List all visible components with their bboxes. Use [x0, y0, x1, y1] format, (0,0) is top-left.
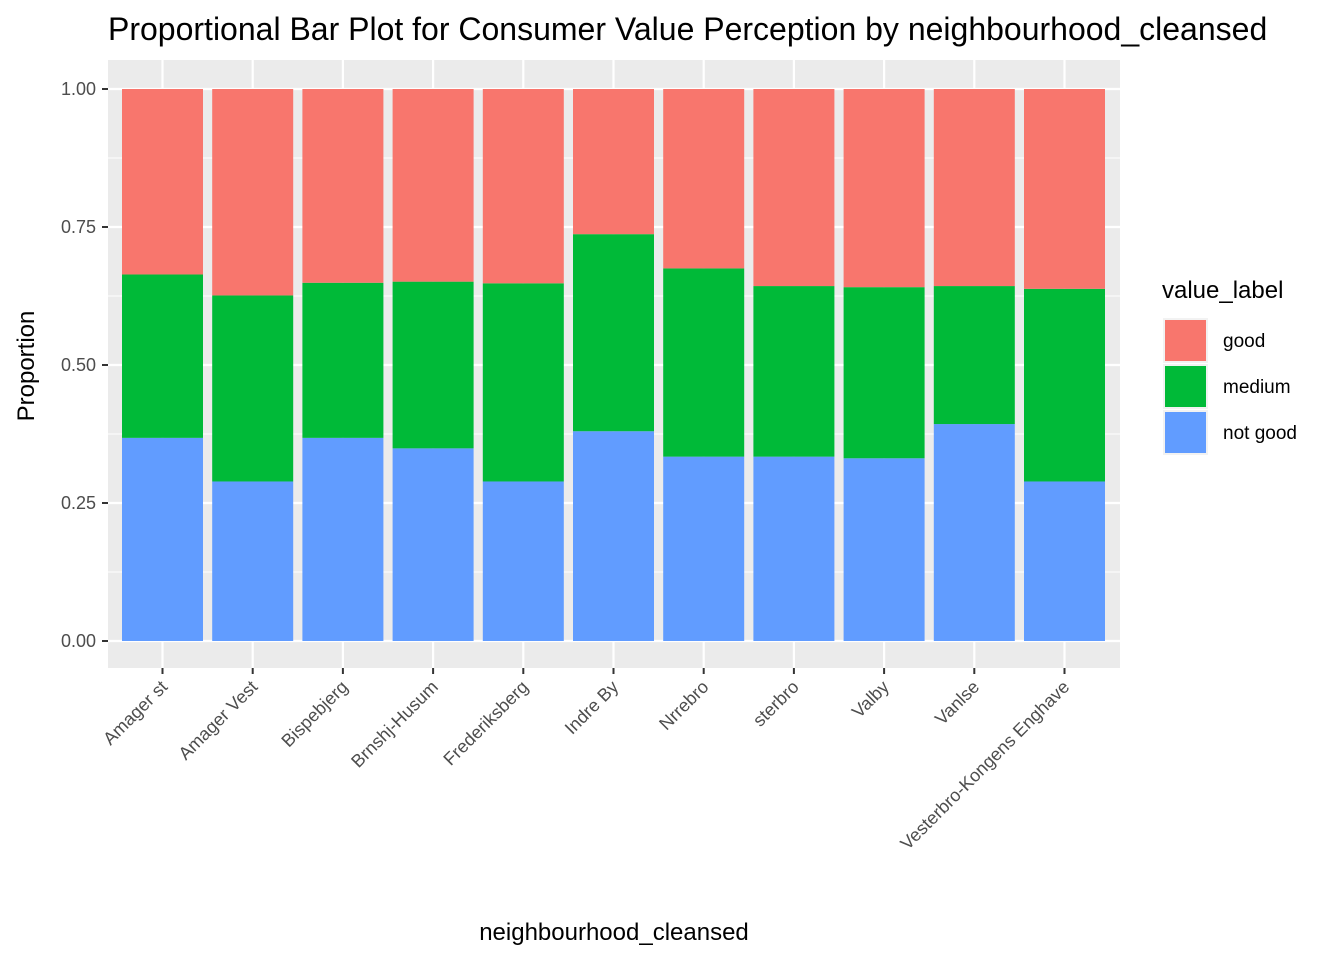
bar-not-good-6 — [663, 456, 745, 641]
bar-good-3 — [392, 89, 474, 282]
legend-label-not-good: not good — [1223, 423, 1297, 444]
bar-not-good-7 — [753, 456, 835, 641]
bar-medium-3 — [392, 281, 474, 449]
legend-label-good: good — [1223, 331, 1265, 352]
y-tick-label: 0.75 — [61, 217, 96, 237]
bar-not-good-9 — [933, 424, 1015, 641]
bar-not-good-4 — [482, 481, 564, 641]
chart-title: Proportional Bar Plot for Consumer Value… — [108, 11, 1267, 47]
x-tick-label: Frederiksberg — [439, 677, 532, 770]
x-tick-label: Vesterbro-Kongens Enghave — [896, 677, 1073, 854]
bar-medium-8 — [843, 287, 925, 459]
y-tick-label: 0.25 — [61, 493, 96, 513]
x-tick-label: Bispebjerg — [277, 677, 351, 751]
bar-not-good-10 — [1024, 481, 1105, 641]
bar-medium-1 — [212, 295, 294, 482]
bar-medium-7 — [753, 286, 835, 457]
bar-not-good-1 — [212, 481, 294, 641]
bar-not-good-3 — [392, 448, 474, 641]
bar-good-0 — [122, 89, 203, 275]
legend-swatch-not-good — [1165, 412, 1206, 453]
bar-medium-5 — [573, 234, 654, 432]
y-axis-title: Proportion — [13, 311, 40, 422]
bar-medium-2 — [302, 282, 384, 438]
x-tick-label: Vanlse — [931, 677, 983, 729]
x-tick-label: Valby — [848, 677, 893, 722]
bars — [122, 89, 1105, 641]
x-tick-label: Indre By — [561, 677, 623, 739]
legend-label-medium: medium — [1223, 377, 1291, 398]
legend: value_label good medium not good — [1162, 277, 1297, 455]
bar-not-good-5 — [573, 431, 654, 641]
bar-good-5 — [573, 89, 654, 235]
bar-medium-9 — [933, 286, 1015, 425]
x-tick-label: Amager st — [99, 677, 171, 749]
bar-good-8 — [843, 89, 925, 288]
x-tick-label: Nrrebro — [655, 677, 712, 734]
y-tick-label: 0.00 — [61, 631, 96, 651]
bar-not-good-0 — [122, 437, 203, 641]
y-tick-label: 1.00 — [61, 79, 96, 99]
bar-good-9 — [933, 89, 1015, 287]
bar-good-1 — [212, 89, 294, 296]
bar-good-2 — [302, 89, 384, 283]
legend-title: value_label — [1162, 277, 1283, 304]
x-axis-title: neighbourhood_cleansed — [479, 919, 749, 946]
legend-swatch-good — [1165, 320, 1206, 361]
x-tick-label: Amager Vest — [175, 677, 262, 764]
bar-medium-0 — [122, 274, 203, 438]
bar-good-7 — [753, 89, 835, 287]
bar-good-10 — [1024, 89, 1105, 289]
bar-medium-6 — [663, 268, 745, 457]
x-tick-label: Brnshj-Husum — [347, 677, 442, 772]
bar-good-4 — [482, 89, 564, 284]
bar-not-good-2 — [302, 437, 384, 641]
legend-swatch-medium — [1165, 366, 1206, 407]
bar-medium-10 — [1024, 288, 1105, 482]
y-tick-label: 0.50 — [61, 355, 96, 375]
bar-medium-4 — [482, 283, 564, 482]
x-tick-label: sterbro — [749, 677, 803, 731]
bar-good-6 — [663, 89, 745, 269]
bar-not-good-8 — [843, 458, 925, 641]
